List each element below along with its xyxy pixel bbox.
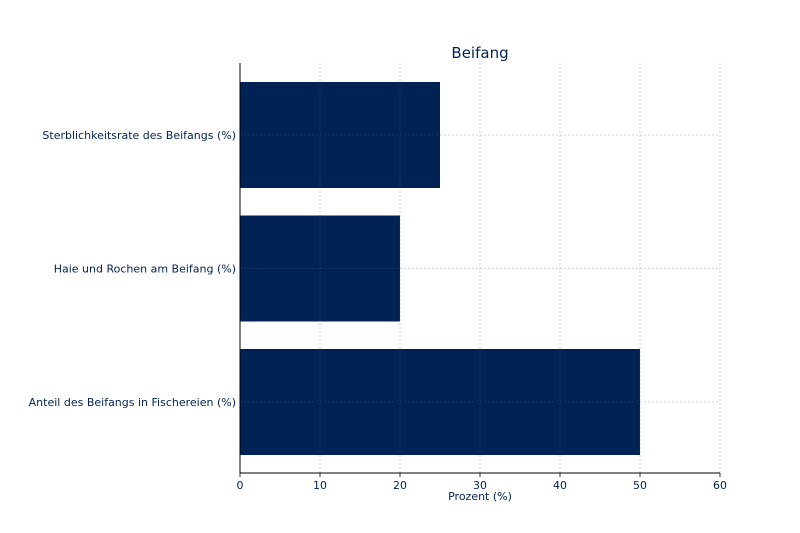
- bar: [240, 82, 440, 188]
- bar: [240, 215, 400, 322]
- x-tick-label: 20: [393, 479, 407, 492]
- x-tick-label: 60: [713, 479, 727, 492]
- x-axis-ticks: 0 10 20 30 40 50 60: [237, 473, 727, 492]
- x-tick-label: 10: [313, 479, 327, 492]
- bar: [240, 349, 640, 455]
- x-tick-label: 40: [553, 479, 567, 492]
- y-category-label: Anteil des Beifangs in Fischereien (%): [29, 396, 236, 409]
- x-tick-label: 0: [237, 479, 244, 492]
- x-axis-label: Prozent (%): [448, 490, 512, 503]
- bars: [240, 82, 640, 455]
- y-category-label: Sterblichkeitsrate des Beifangs (%): [42, 129, 236, 142]
- x-tick-label: 50: [633, 479, 647, 492]
- x-tick-label: 30: [473, 479, 487, 492]
- chart-title: Beifang: [451, 44, 508, 62]
- y-category-label: Haie und Rochen am Beifang (%): [54, 263, 236, 276]
- y-axis-categories: Sterblichkeitsrate des Beifangs (%) Haie …: [29, 129, 236, 409]
- grid-overlay: [239, 63, 721, 473]
